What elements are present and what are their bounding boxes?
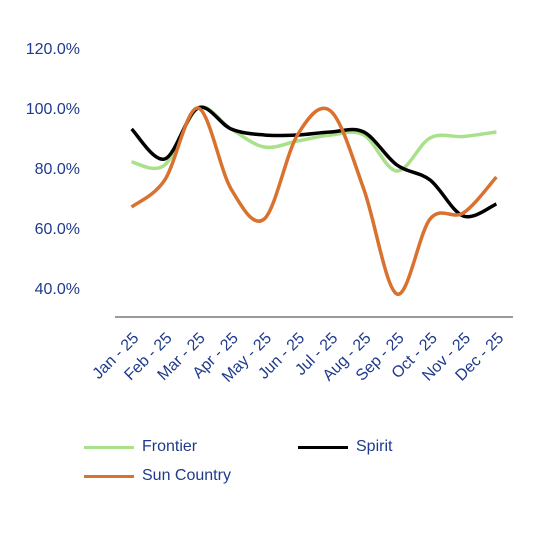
- legend-item-spirit: Spirit: [298, 438, 392, 456]
- series-line-frontier: [131, 105, 497, 173]
- legend-item-frontier: Frontier: [84, 438, 197, 456]
- legend-swatch-spirit: [298, 445, 348, 449]
- legend-label-sun-country: Sun Country: [142, 467, 231, 484]
- legend-swatch-frontier: [84, 445, 134, 449]
- series-line-sun-country: [130, 106, 498, 296]
- legend-item-sun-country: Sun Country: [84, 467, 231, 485]
- series-lines: [130, 105, 498, 296]
- legend-swatch-sun-country: [84, 474, 134, 478]
- legend-label-spirit: Spirit: [356, 438, 393, 455]
- y-axis-ticks: 120.0% 100.0% 80.0% 60.0% 40.0%: [26, 41, 80, 298]
- y-tick-label: 80.0%: [35, 161, 80, 178]
- y-tick-label: 60.0%: [35, 221, 80, 238]
- y-tick-label: 100.0%: [26, 101, 80, 118]
- y-tick-label: 120.0%: [26, 41, 80, 58]
- legend-label-frontier: Frontier: [142, 438, 198, 455]
- y-tick-label: 40.0%: [35, 281, 80, 298]
